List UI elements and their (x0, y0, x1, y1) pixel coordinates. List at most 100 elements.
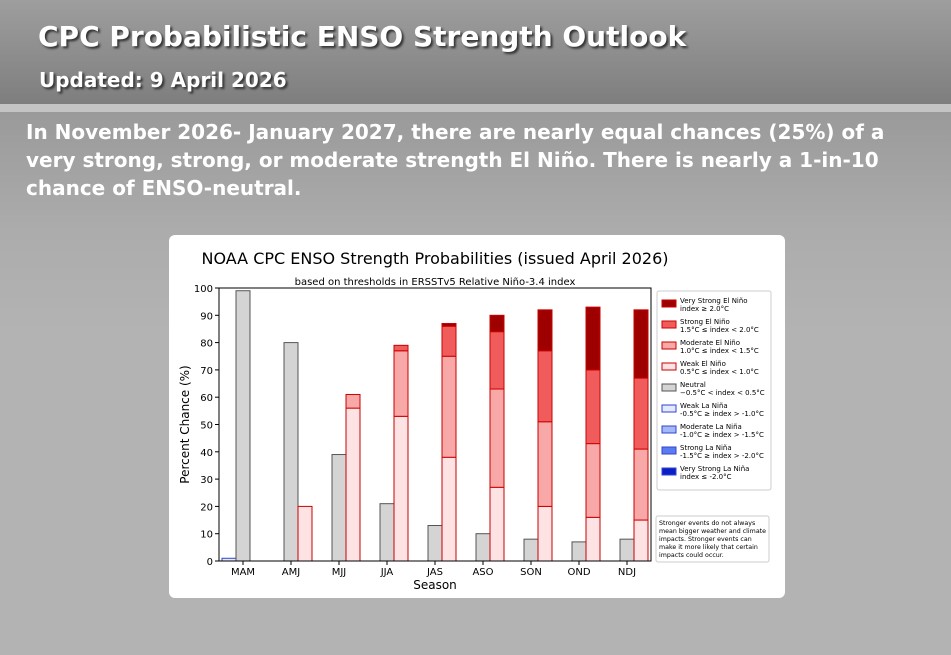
note-line: Stronger events do not always (659, 520, 755, 527)
page-title: CPC Probabilistic ENSO Strength Outlook (38, 20, 687, 53)
y-tick-label-80: 80 (200, 339, 213, 350)
bar-amj-weak-el-nino (297, 505, 313, 562)
x-tick-label-mjj: MJJ (332, 567, 347, 578)
bar-ndj-strong-el-nino (633, 377, 649, 450)
y-tick-label-20: 20 (200, 502, 213, 513)
note-line: impacts. Stronger events can (659, 536, 752, 543)
legend-range-moderate-la-nina: -1.0°C ≥ index > -1.5°C (680, 431, 764, 439)
x-tick-label-amj: AMJ (282, 567, 300, 578)
bar-aso-neutral (475, 533, 491, 562)
legend-range-very-strong-el-nino: index ≥ 2.0°C (680, 305, 729, 313)
legend-swatch-moderate-el-nino (661, 341, 677, 350)
legend-range-weak-la-nina: -0.5°C ≥ index > -1.0°C (680, 410, 764, 418)
bar-amj-neutral (283, 342, 299, 562)
bar-mjj-neutral (331, 454, 347, 562)
legend-swatch-very-strong-la-nina (661, 467, 677, 476)
bar-ndj-neutral (619, 538, 635, 562)
legend-swatch-strong-la-nina (661, 446, 677, 455)
x-axis-label: Season (413, 578, 457, 592)
y-tick-label-90: 90 (200, 311, 213, 322)
x-tick-label-ond: OND (567, 567, 590, 578)
bar-aso-weak-el-nino (489, 486, 505, 562)
bar-jas-very-strong-el-nino (441, 322, 457, 327)
bar-mjj-weak-el-nino (345, 407, 361, 562)
note-box (655, 515, 770, 563)
bar-ond-strong-el-nino (585, 369, 601, 445)
bar-ond-neutral (571, 541, 587, 562)
legend-label-very-strong-el-nino: Very Strong El Niño (680, 297, 748, 305)
x-tick-label-son: SON (520, 567, 542, 578)
bar-aso-moderate-el-nino (489, 388, 505, 488)
note-line: make it more likely that certain (659, 544, 758, 551)
bar-jas-moderate-el-nino (441, 355, 457, 458)
legend-label-moderate-el-nino: Moderate El Niño (680, 339, 740, 347)
bar-son-weak-el-nino (537, 505, 553, 562)
bar-jja-strong-el-nino (393, 344, 409, 352)
note-line: impacts could occur. (659, 552, 724, 559)
legend-range-moderate-el-nino: 1.0°C ≤ index < 1.5°C (680, 347, 759, 355)
legend-range-strong-el-nino: 1.5°C ≤ index < 2.0°C (680, 326, 759, 334)
legend-swatch-neutral (661, 383, 677, 392)
x-tick-label-jja: JJA (380, 567, 394, 578)
bar-son-moderate-el-nino (537, 421, 553, 507)
legend-range-strong-la-nina: -1.5°C ≥ index > -2.0°C (680, 452, 764, 460)
legend-range-very-strong-la-nina: index ≤ -2.0°C (680, 473, 732, 481)
y-tick-label-10: 10 (200, 530, 213, 541)
updated-date: Updated: 9 April 2026 (39, 68, 287, 92)
enso-strength-chart: NOAA CPC ENSO Strength Probabilities (is… (178, 249, 772, 592)
legend-label-moderate-la-nina: Moderate La Niña (680, 423, 742, 431)
legend-label-very-strong-la-nina: Very Strong La Niña (680, 465, 749, 473)
bar-jja-moderate-el-nino (393, 350, 409, 417)
legend-range-neutral: −0.5°C < index < 0.5°C (680, 389, 765, 397)
chart-card: NOAA CPC ENSO Strength Probabilities (is… (169, 235, 785, 598)
header-divider (0, 104, 951, 112)
bar-ndj-weak-el-nino (633, 519, 649, 562)
outlook-summary: In November 2026- January 2027, there ar… (26, 120, 885, 200)
bar-ond-weak-el-nino (585, 516, 601, 562)
bar-jas-neutral (427, 525, 443, 562)
bar-ond-moderate-el-nino (585, 443, 601, 518)
bar-aso-strong-el-nino (489, 331, 505, 390)
bar-aso-very-strong-el-nino (489, 314, 505, 333)
legend-box (656, 290, 772, 491)
legend-swatch-very-strong-el-nino (661, 299, 677, 308)
y-tick-label-30: 30 (200, 475, 213, 486)
y-tick-label-40: 40 (200, 448, 213, 459)
legend-swatch-weak-la-nina (661, 404, 677, 413)
y-axis-label: Percent Chance (%) (178, 365, 192, 483)
bar-jas-weak-el-nino (441, 456, 457, 562)
legend-label-strong-el-nino: Strong El Niño (680, 318, 730, 326)
bar-ond-very-strong-el-nino (585, 306, 601, 371)
bar-ndj-very-strong-el-nino (633, 309, 649, 379)
y-tick-label-100: 100 (194, 284, 213, 295)
legend-range-weak-el-nino: 0.5°C ≤ index < 1.0°C (680, 368, 759, 376)
legend-label-neutral: Neutral (680, 381, 706, 389)
legend-label-weak-la-nina: Weak La Niña (680, 402, 728, 410)
legend-swatch-moderate-la-nina (661, 425, 677, 434)
bar-jja-weak-el-nino (393, 415, 409, 562)
y-tick-label-60: 60 (200, 393, 213, 404)
bar-mam-neutral (235, 290, 251, 562)
bar-jas-strong-el-nino (441, 325, 457, 357)
bar-mjj-moderate-el-nino (345, 393, 361, 409)
y-tick-label-70: 70 (200, 366, 213, 377)
x-tick-label-mam: MAM (231, 567, 255, 578)
bar-son-strong-el-nino (537, 350, 553, 423)
bar-ndj-moderate-el-nino (633, 448, 649, 521)
bar-son-neutral (523, 538, 539, 562)
x-tick-label-aso: ASO (472, 567, 493, 578)
bar-son-very-strong-el-nino (537, 309, 553, 352)
y-tick-label-0: 0 (207, 557, 213, 568)
header-banner (0, 0, 951, 104)
y-tick-label-50: 50 (200, 421, 213, 432)
chart-title: NOAA CPC ENSO Strength Probabilities (is… (201, 249, 668, 268)
chart-subtitle: based on thresholds in ERSSTv5 Relative … (295, 277, 576, 288)
note-line: mean bigger weather and climate (659, 528, 766, 535)
legend-swatch-strong-el-nino (661, 320, 677, 329)
legend-label-strong-la-nina: Strong La Niña (680, 444, 732, 452)
legend-swatch-weak-el-nino (661, 362, 677, 371)
bar-jja-neutral (379, 503, 395, 562)
x-tick-label-ndj: NDJ (618, 567, 636, 578)
x-tick-label-jas: JAS (426, 567, 443, 578)
legend-label-weak-el-nino: Weak El Niño (680, 360, 726, 368)
